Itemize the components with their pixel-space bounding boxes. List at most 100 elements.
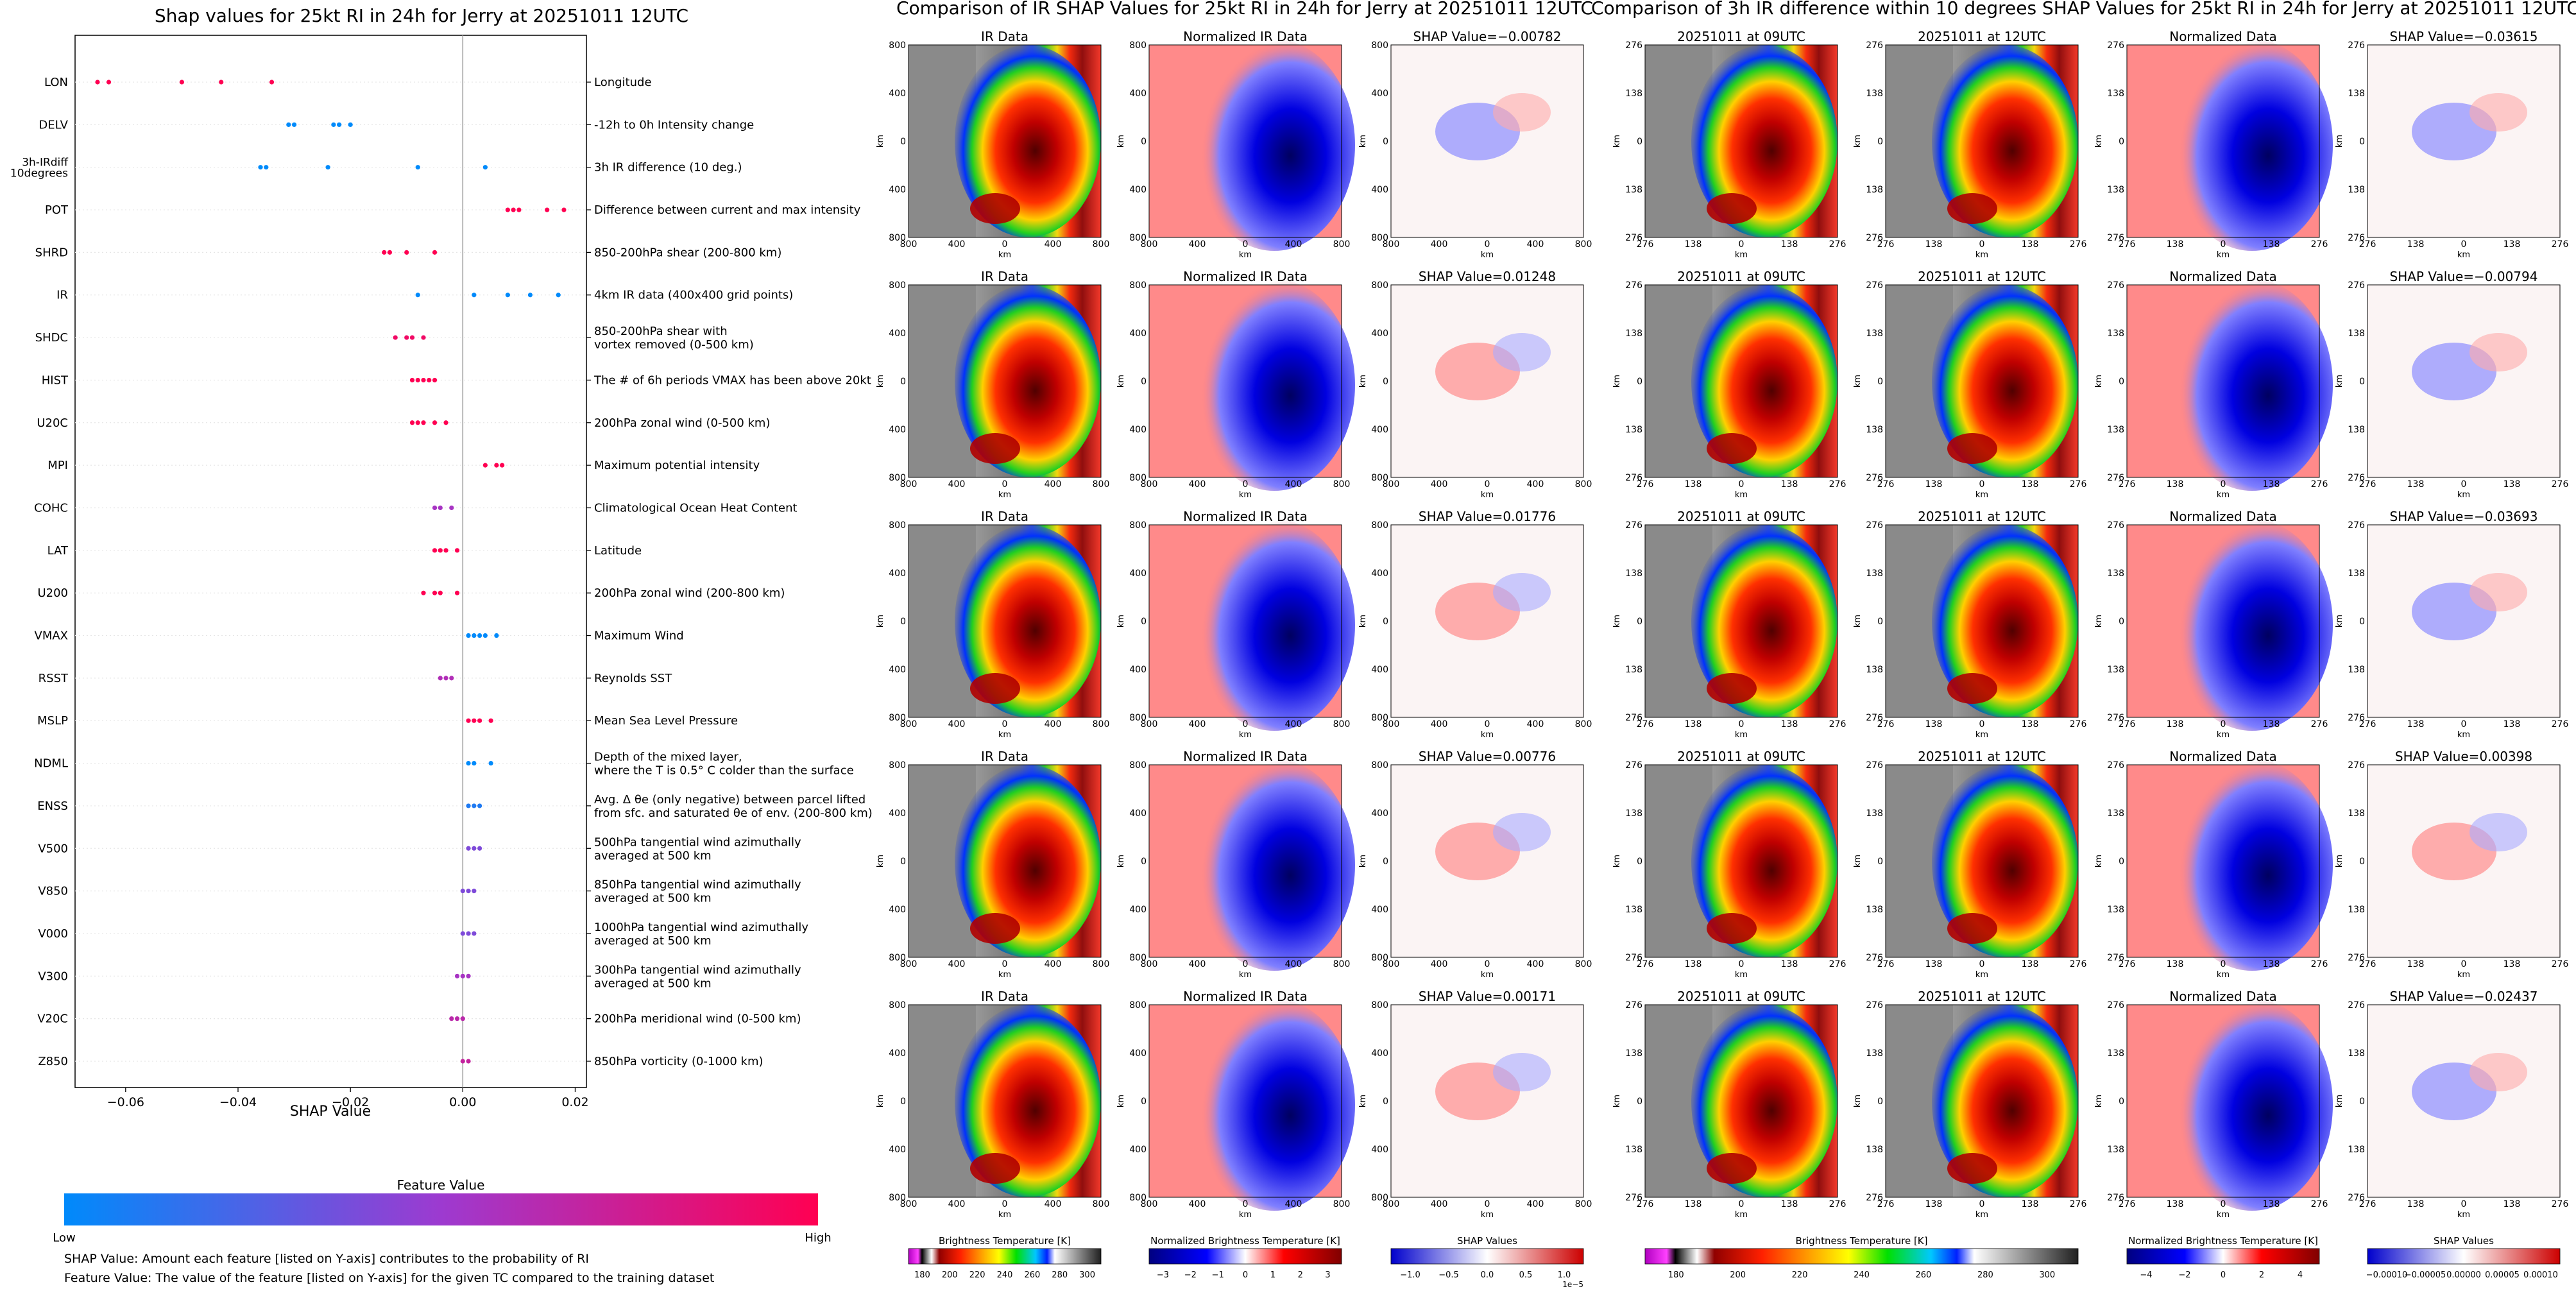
- panel-xlabel: km: [1481, 970, 1494, 980]
- panel-y-tick: 0: [1141, 377, 1147, 387]
- panel-x-tick: 138: [1685, 479, 1702, 490]
- panel-x-tick: 0: [1739, 1199, 1744, 1209]
- panel-x-tick: 800: [1093, 719, 1110, 730]
- panel-xlabel: km: [1735, 970, 1748, 980]
- panel-x-tick: 276: [2359, 239, 2376, 250]
- panel-x-tick: 138: [2503, 1199, 2521, 1209]
- panel-y-tick: 0: [1637, 1097, 1642, 1107]
- panel-x-tick: 276: [1877, 719, 1895, 730]
- panel-title: 20251011 at 09UTC: [1677, 269, 1805, 284]
- panel-ylabel: km: [2094, 855, 2104, 867]
- shap-point: [454, 590, 460, 595]
- panel-y-tick: 276: [1866, 1193, 1883, 1203]
- shap-point: [269, 80, 275, 85]
- shap-point: [472, 846, 477, 851]
- shap-patch: [1493, 93, 1551, 132]
- summary-title: Shap values for 25kt RI in 24h for Jerry…: [155, 5, 688, 26]
- panel-xlabel: km: [1239, 1210, 1252, 1220]
- panel-title: 20251011 at 09UTC: [1677, 509, 1805, 524]
- panel-y-tick: 276: [1625, 520, 1642, 531]
- panel-x-tick: 400: [1189, 239, 1206, 250]
- panel-x-tick: 276: [2552, 959, 2569, 969]
- shap-point: [415, 420, 420, 425]
- panel-x-tick: 138: [2263, 1199, 2280, 1209]
- feature-label: vortex removed (0-500 km): [594, 338, 754, 352]
- panel-ylabel: km: [876, 135, 885, 148]
- panel-y-tick: 138: [2348, 425, 2365, 435]
- norm-cold-region: [1193, 999, 1355, 1211]
- feature-row-21: V000 1000hPa tangential wind azimuthallya…: [38, 921, 808, 948]
- panel-y-tick: 800: [1129, 520, 1147, 531]
- feature-code: SHDC: [35, 331, 68, 345]
- feature-label: Maximum Wind: [594, 629, 684, 643]
- panel-y-tick: 138: [2107, 905, 2124, 915]
- panel-x-tick: 400: [1527, 479, 1544, 490]
- panel-x-tick: 400: [1285, 959, 1302, 969]
- shap-patch: [2469, 573, 2527, 611]
- irdiff-panel-grid: 20251011 at 09UTC 276 276 138 138 0 0 138 138 276…: [1612, 29, 2568, 1220]
- panel-title: SHAP Value=0.01248: [1419, 269, 1556, 284]
- panel-frame: [2126, 1004, 2320, 1198]
- panel-ylabel: km: [1612, 1095, 1622, 1107]
- panel-x-tick: 0: [1485, 1199, 1490, 1209]
- panel-x-tick: 276: [2070, 479, 2087, 490]
- panel-y-tick: 0: [1637, 377, 1642, 387]
- panel-y-tick: 276: [2107, 473, 2124, 483]
- panel-x-tick: 276: [2070, 239, 2087, 250]
- colorbar-tick: 220: [969, 1270, 985, 1280]
- panel-title: 20251011 at 12UTC: [1918, 749, 2046, 764]
- panel-x-tick: 800: [1141, 719, 1158, 730]
- panel-x-tick: 800: [1093, 239, 1110, 250]
- panel-frame: [1644, 44, 1838, 238]
- panel-x-tick: 0: [2221, 1199, 2226, 1209]
- panel-x-tick: 800: [1383, 719, 1400, 730]
- panel-x-tick: 0: [1485, 479, 1490, 490]
- panel-title: IR Data: [981, 989, 1028, 1004]
- shap-point: [179, 80, 185, 85]
- panel-xlabel: km: [2457, 250, 2470, 260]
- panel-x-tick: 0: [1002, 959, 1008, 969]
- panel-y-tick: 138: [2348, 665, 2365, 675]
- panel-x-tick: 0: [1002, 719, 1008, 730]
- panel-y-tick: 400: [889, 1145, 906, 1155]
- panel-y-tick: 800: [889, 1000, 906, 1011]
- feature-code: LON: [44, 76, 68, 89]
- feature-code: V850: [38, 885, 68, 898]
- panel-ylabel: km: [1358, 1095, 1368, 1107]
- panel-y-tick: 276: [1866, 473, 1883, 483]
- panel-y-tick: 400: [889, 89, 906, 99]
- panel-y-tick: 138: [1866, 1048, 1883, 1059]
- feature-label: averaged at 500 km: [594, 892, 712, 905]
- panel-y-tick: 276: [2107, 760, 2124, 771]
- panel-y-tick: 400: [1129, 568, 1147, 579]
- panel-frame: [1390, 284, 1584, 478]
- feature-label: Depth of the mixed layer,: [594, 751, 742, 764]
- colorbar-tick: 0.0: [1481, 1270, 1494, 1280]
- colorbar-tick: 1.0: [1558, 1270, 1571, 1280]
- colorbar-tick: 0: [2221, 1270, 2226, 1280]
- panel-y-tick: 138: [2107, 1145, 2124, 1155]
- colorbar-label: SHAP Values: [2434, 1235, 2494, 1247]
- ir-storm-core: [1691, 45, 1838, 237]
- colorbar-strip: [2126, 1248, 2320, 1265]
- panel-y-tick: 276: [2107, 953, 2124, 963]
- shap-point: [393, 335, 398, 340]
- panel-y-tick: 0: [1877, 857, 1883, 867]
- feature-row-23: V20C 200hPa meridional wind (0-500 km): [37, 1012, 801, 1026]
- panel-x-tick: 276: [2359, 479, 2376, 490]
- panel-y-tick: 276: [1866, 1000, 1883, 1011]
- panel-y-tick: 800: [889, 1193, 906, 1203]
- panel-x-tick: 800: [1575, 479, 1592, 490]
- panel-y-tick: 276: [1625, 40, 1642, 51]
- panel-x-tick: 0: [1243, 479, 1249, 490]
- panel-y-tick: 138: [2348, 568, 2365, 579]
- panel-x-tick: 400: [1045, 959, 1062, 969]
- panel-xlabel: km: [2217, 490, 2230, 500]
- panel-frame: [1644, 284, 1838, 478]
- panel-x-tick: 138: [1925, 239, 1943, 250]
- panel-frame: [2126, 524, 2320, 718]
- feature-code: MPI: [47, 459, 68, 472]
- ir-convective-band: [970, 433, 1020, 464]
- shap-point: [488, 760, 493, 766]
